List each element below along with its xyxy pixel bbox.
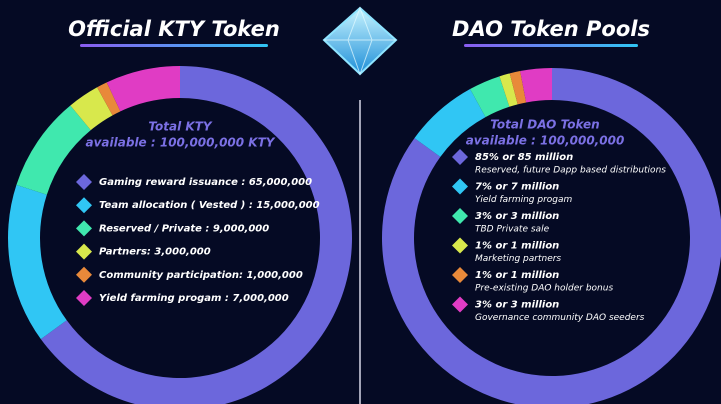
donut-segment <box>70 87 113 131</box>
donut-segment <box>7 184 67 340</box>
legend-marker <box>452 296 468 313</box>
donut-segment <box>40 66 353 404</box>
legend-marker <box>76 197 92 214</box>
donut-segment <box>470 76 510 118</box>
legend-marker <box>452 267 468 283</box>
gem-icon <box>322 6 398 76</box>
legend-description: Yield farming progam <box>475 195 573 205</box>
legend-label: Reserved / Private : 9,000,000 <box>99 223 269 234</box>
subtitle: available : 100,000,000 KTY <box>86 136 276 150</box>
donut-segment <box>414 89 486 157</box>
legend-label: 85% or 85 million <box>475 152 573 163</box>
legend-marker <box>452 237 468 254</box>
title-underline <box>464 44 638 47</box>
donut-segment <box>106 66 180 112</box>
legend-marker <box>76 290 92 306</box>
donut-segment <box>499 73 518 107</box>
legend-marker <box>452 149 468 165</box>
legend-label: Gaming reward issuance : 65,000,000 <box>99 177 312 188</box>
donut-segment <box>520 68 552 103</box>
legend-marker <box>76 174 92 190</box>
donut-segment <box>16 105 91 195</box>
legend-marker <box>76 266 92 283</box>
legend-label: 1% or 1 million <box>475 241 559 252</box>
legend-description: Governance community DAO seeders <box>475 313 645 323</box>
legend-marker <box>452 178 468 195</box>
legend-label: 1% or 1 million <box>475 270 559 281</box>
chart-title: DAO Token Pools <box>452 17 650 41</box>
legend-marker <box>452 208 468 224</box>
subtitle: Total DAO Token <box>490 118 599 132</box>
chart-title: Official KTY Token <box>68 17 280 41</box>
subtitle: available : 100,000,000 <box>466 134 625 148</box>
subtitle: Total KTY <box>148 120 212 134</box>
legend-description: TBD Private sale <box>475 225 550 235</box>
legend-label: Team allocation ( Vested ) : 15,000,000 <box>99 200 320 211</box>
donut-segment <box>509 71 527 105</box>
legend-description: Pre-existing DAO holder bonus <box>475 284 613 294</box>
legend-label: 3% or 3 million <box>475 211 559 222</box>
title-underline <box>80 44 268 47</box>
legend-marker <box>76 220 92 237</box>
legend-description: Reserved, future Dapp based distribution… <box>475 166 666 176</box>
legend-label: 3% or 3 million <box>475 300 559 311</box>
donut-segment <box>97 82 121 116</box>
legend-label: Partners: 3,000,000 <box>99 247 211 258</box>
legend-label: Yield farming progam : 7,000,000 <box>99 293 289 304</box>
legend-label: Community participation: 1,000,000 <box>99 270 303 281</box>
legend-marker <box>76 243 92 260</box>
legend-description: Marketing partners <box>475 254 561 264</box>
legend-label: 7% or 7 million <box>475 182 559 193</box>
